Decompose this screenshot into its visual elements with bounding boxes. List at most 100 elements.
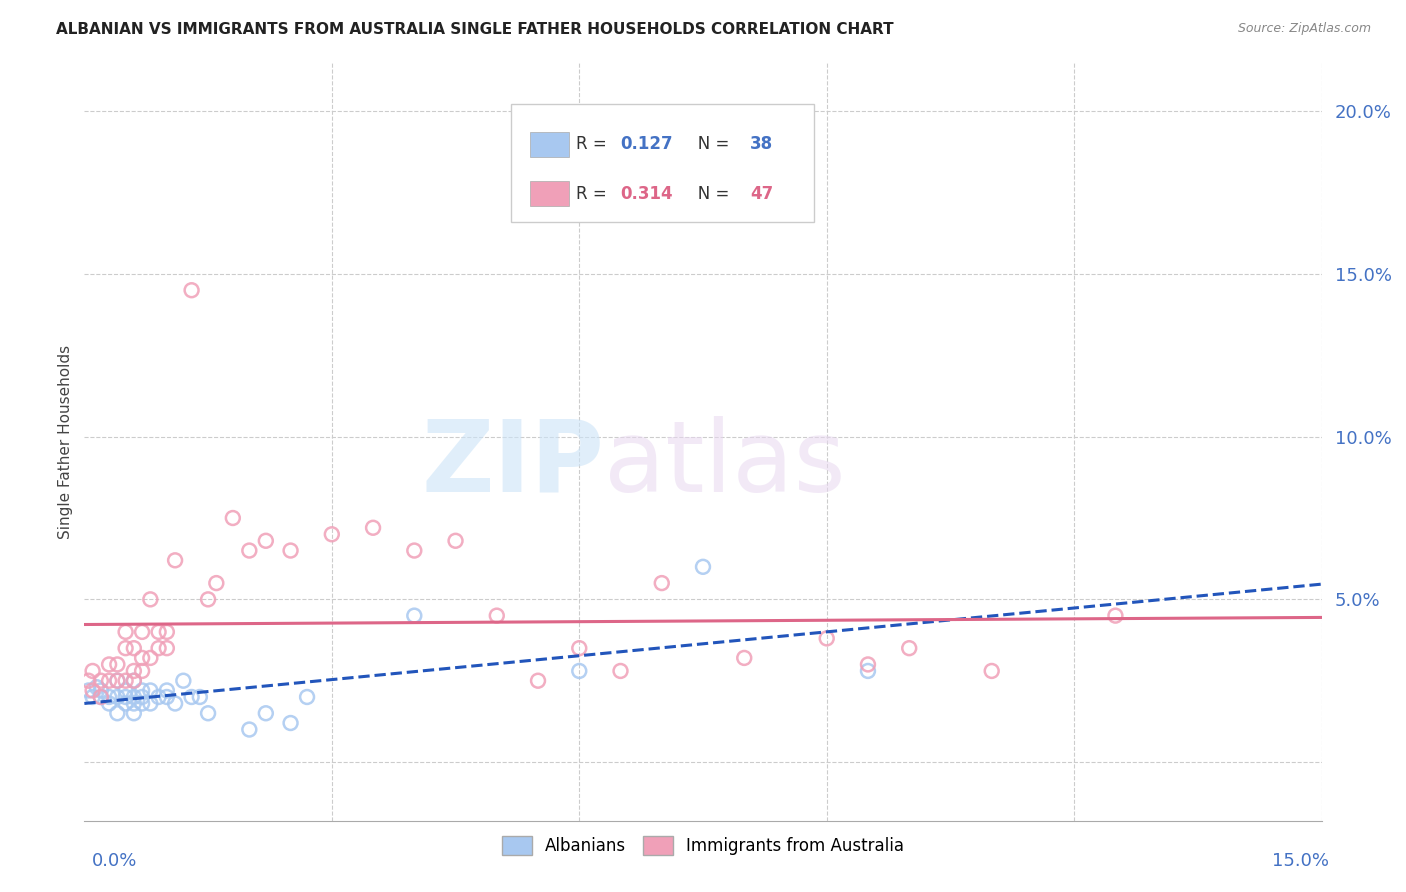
Point — [105, 673, 128, 688]
FancyBboxPatch shape — [530, 181, 569, 206]
Text: 38: 38 — [749, 136, 773, 153]
Point — [205, 576, 228, 591]
Point — [122, 706, 145, 721]
Point — [180, 690, 202, 704]
Text: Source: ZipAtlas.com: Source: ZipAtlas.com — [1237, 22, 1371, 36]
Point — [156, 624, 179, 639]
Point — [156, 690, 179, 704]
Point — [131, 664, 153, 678]
Text: N =: N = — [682, 185, 734, 202]
Point — [856, 664, 879, 678]
Point — [856, 657, 879, 672]
Point — [139, 683, 162, 698]
Point — [114, 641, 136, 656]
Point — [197, 706, 219, 721]
Point — [280, 543, 302, 558]
Point — [105, 706, 128, 721]
Point — [165, 697, 187, 711]
FancyBboxPatch shape — [530, 132, 569, 157]
Text: R =: R = — [575, 136, 612, 153]
Point — [122, 664, 145, 678]
Point — [180, 283, 202, 297]
Point — [980, 664, 1002, 678]
Point — [82, 664, 104, 678]
Text: 15.0%: 15.0% — [1271, 852, 1329, 870]
Point — [77, 683, 100, 698]
Point — [77, 673, 100, 688]
Point — [609, 664, 631, 678]
Point — [90, 690, 112, 704]
Point — [733, 651, 755, 665]
Point — [131, 697, 153, 711]
Point — [122, 641, 145, 656]
FancyBboxPatch shape — [512, 104, 814, 221]
Point — [139, 697, 162, 711]
Point — [139, 651, 162, 665]
Text: N =: N = — [682, 136, 734, 153]
Point — [222, 511, 245, 525]
Text: 0.314: 0.314 — [620, 185, 672, 202]
Point — [98, 673, 121, 688]
Point — [114, 683, 136, 698]
Point — [404, 608, 426, 623]
Point — [90, 690, 112, 704]
Point — [692, 559, 714, 574]
Point — [122, 690, 145, 704]
Y-axis label: Single Father Households: Single Father Households — [58, 344, 73, 539]
Point — [98, 697, 121, 711]
Point — [254, 706, 277, 721]
Point — [238, 543, 260, 558]
Point — [898, 641, 921, 656]
Text: ZIP: ZIP — [422, 416, 605, 513]
Point — [131, 690, 153, 704]
Point — [238, 723, 260, 737]
Point — [114, 673, 136, 688]
Point — [131, 651, 153, 665]
Point — [321, 527, 343, 541]
Point — [197, 592, 219, 607]
Point — [105, 673, 128, 688]
Point — [131, 624, 153, 639]
Point — [188, 690, 211, 704]
Point — [98, 657, 121, 672]
Point — [156, 683, 179, 698]
Legend: Albanians, Immigrants from Australia: Albanians, Immigrants from Australia — [495, 829, 911, 862]
Point — [86, 680, 108, 694]
Point — [172, 673, 194, 688]
Point — [105, 657, 128, 672]
Point — [82, 683, 104, 698]
Point — [98, 690, 121, 704]
Point — [815, 632, 838, 646]
Point — [485, 608, 508, 623]
Point — [280, 716, 302, 731]
Point — [148, 641, 170, 656]
Point — [114, 624, 136, 639]
Point — [361, 521, 384, 535]
Point — [90, 673, 112, 688]
Text: R =: R = — [575, 185, 612, 202]
Point — [651, 576, 673, 591]
Point — [131, 683, 153, 698]
Point — [295, 690, 318, 704]
Point — [404, 543, 426, 558]
Point — [444, 533, 467, 548]
Text: ALBANIAN VS IMMIGRANTS FROM AUSTRALIA SINGLE FATHER HOUSEHOLDS CORRELATION CHART: ALBANIAN VS IMMIGRANTS FROM AUSTRALIA SI… — [56, 22, 894, 37]
Point — [122, 697, 145, 711]
Point — [165, 553, 187, 567]
Point — [90, 683, 112, 698]
Point — [148, 690, 170, 704]
Text: 0.127: 0.127 — [620, 136, 672, 153]
Point — [139, 592, 162, 607]
Point — [122, 673, 145, 688]
Point — [568, 641, 591, 656]
Text: 0.0%: 0.0% — [91, 852, 136, 870]
Point — [114, 690, 136, 704]
Point — [105, 690, 128, 704]
Point — [254, 533, 277, 548]
Point — [156, 641, 179, 656]
Text: 47: 47 — [749, 185, 773, 202]
Point — [122, 673, 145, 688]
Point — [568, 664, 591, 678]
Point — [1104, 608, 1126, 623]
Point — [82, 690, 104, 704]
